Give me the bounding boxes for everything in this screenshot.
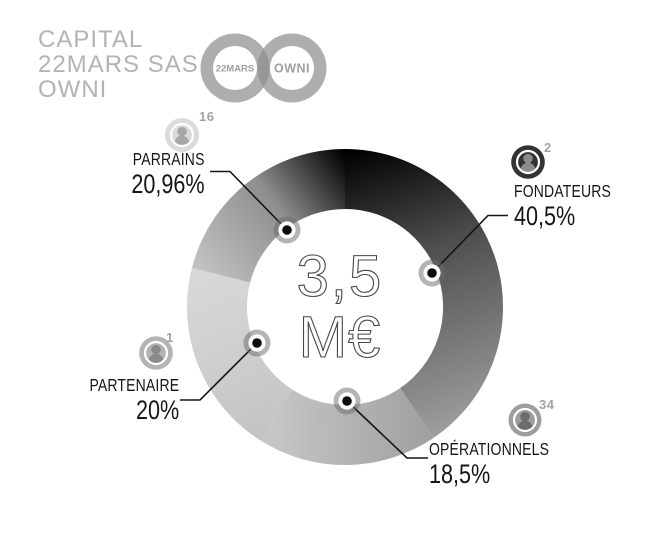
marker-fondateurs: [418, 259, 446, 287]
logo-text-22mars: 22MARS: [216, 64, 255, 75]
person-icon: [520, 153, 536, 173]
fondateurs-count-badge: 2: [544, 140, 552, 155]
center-amount-value: 3,5: [297, 244, 384, 309]
connector-operationnels: [346, 400, 428, 459]
parrains-members-icon: [165, 118, 199, 152]
marker-dot: [427, 268, 437, 278]
donut-segment-fondateurs: [345, 149, 504, 438]
logo-text-owni: OWNI: [274, 62, 310, 76]
person-head: [520, 411, 530, 422]
icon-inner-ring: [143, 340, 169, 366]
partenaire-count-badge: 1: [166, 330, 174, 345]
logo-ring-right: [257, 33, 327, 103]
marker-dot: [282, 225, 292, 235]
marker-operationnels: [333, 387, 361, 415]
segment-label: PARTENAIRE: [89, 375, 179, 395]
segment-percentage: 20,96%: [131, 169, 205, 199]
icon-inner-ring: [512, 407, 538, 433]
segment-label: PARRAINS: [133, 149, 205, 169]
person-head: [177, 126, 187, 137]
person-body: [520, 162, 536, 173]
person-icon: [517, 411, 533, 431]
segment-percentage: 20%: [135, 395, 179, 425]
person-head: [523, 153, 533, 164]
fondateurs-members-icon: [511, 145, 545, 179]
title-line-2: 22MARS SAS: [38, 51, 199, 78]
segment-label: OPÉRATIONNELS: [429, 439, 550, 459]
icon-inner-ring: [515, 149, 541, 175]
operationnels-label-block: OPÉRATIONNELS 18,5%: [429, 439, 550, 489]
operationnels-members-icon: [508, 403, 542, 437]
donut-segment-operationnels: [260, 388, 434, 466]
marker-dot: [342, 396, 352, 406]
connector-partenaire: [180, 342, 258, 401]
person-icon: [148, 344, 164, 364]
parrains-count-badge: 16: [199, 109, 215, 124]
connector-parrains: [210, 170, 288, 231]
icon-inner-ring: [169, 122, 195, 148]
segment-label: FONDATEURS: [514, 181, 612, 201]
page-title: CAPITAL 22MARS SAS OWNI: [38, 27, 199, 102]
center-amount: 3,5 M€: [296, 243, 384, 370]
donut-segment-parrains: [192, 149, 345, 283]
operationnels-count-badge: 34: [539, 397, 555, 412]
segment-percentage: 18,5%: [429, 459, 491, 489]
person-body: [174, 135, 190, 146]
partenaire-label-block: PARTENAIRE 20%: [89, 375, 179, 425]
partenaire-members-icon: [139, 336, 173, 370]
fondateurs-label-block: FONDATEURS 40,5%: [514, 181, 612, 231]
brand-logo: 22MARS OWNI: [200, 33, 327, 103]
title-line-1: CAPITAL: [38, 26, 144, 53]
marker-parrains: [273, 216, 301, 244]
center-amount-unit: M€: [299, 305, 382, 370]
person-body: [148, 353, 164, 364]
segment-percentage: 40,5%: [514, 201, 576, 231]
logo-ring-left: [200, 33, 270, 103]
person-body: [517, 420, 533, 431]
connector-fondateurs: [431, 214, 508, 274]
person-icon: [174, 126, 190, 146]
title-line-3: OWNI: [38, 76, 108, 103]
donut-segment-partenaire: [187, 267, 293, 441]
parrains-label-block: PARRAINS 20,96%: [131, 149, 205, 199]
marker-partenaire: [243, 329, 271, 357]
person-head: [151, 344, 161, 355]
marker-dot: [252, 338, 262, 348]
